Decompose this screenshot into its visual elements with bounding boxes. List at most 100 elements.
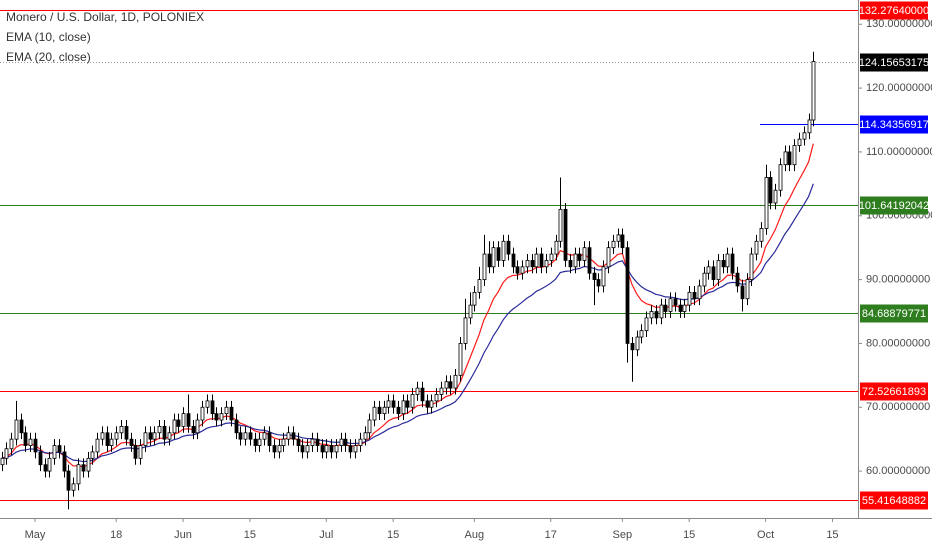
candle-body [339, 438, 344, 446]
candle-body [530, 260, 535, 268]
candle-body [764, 177, 769, 229]
candle-body [721, 260, 726, 268]
candle-body [682, 304, 687, 312]
level-label-box [860, 382, 928, 401]
candle-body [501, 240, 506, 261]
candle-body [778, 164, 783, 191]
candle-body [549, 253, 554, 261]
y-tick-label: 110.00000000 [866, 146, 932, 158]
candle-body [520, 266, 525, 274]
candle-body [687, 291, 692, 306]
candle-body [181, 413, 186, 427]
candle-body [639, 330, 644, 338]
candle-body [377, 406, 382, 415]
candle-body [9, 438, 14, 450]
candle-body [210, 400, 215, 415]
candle-body [391, 400, 396, 408]
x-tick-label: 15 [826, 529, 838, 541]
candle-body [706, 266, 711, 274]
candle-body [386, 400, 391, 408]
level-label-box [860, 1, 928, 20]
candle-body [797, 138, 802, 146]
candle-body [191, 426, 196, 434]
candle-body [453, 374, 458, 389]
candle-body [468, 304, 473, 319]
candle-body [114, 432, 119, 440]
level-label: 114.34356917 [859, 119, 929, 131]
candle-body [463, 317, 468, 344]
candle-body [558, 208, 563, 242]
candle-body [28, 438, 33, 446]
candle-body [420, 387, 425, 402]
candle-body [630, 343, 635, 351]
candle-body [448, 381, 453, 389]
candle-body [807, 119, 812, 134]
candle-body [152, 432, 157, 440]
candle-body [759, 228, 764, 242]
candle-body [81, 464, 86, 472]
candle-body [678, 304, 683, 312]
x-tick-label: 15 [683, 529, 695, 541]
candle-body [4, 448, 9, 459]
candle-body [33, 438, 38, 453]
candle-body [272, 445, 277, 453]
y-tick-label: 130.00000000 [866, 18, 932, 30]
x-tick-label: 18 [110, 529, 122, 541]
candle-body [740, 285, 745, 300]
y-tick-label: 120.00000000 [866, 82, 932, 94]
candle-body [363, 432, 368, 440]
candle-body [444, 381, 449, 389]
candle-body [253, 438, 258, 446]
level-label-box [860, 115, 928, 134]
candle-body [382, 406, 387, 415]
candle-body [659, 304, 664, 319]
candle-body [716, 260, 721, 280]
candle-body [43, 464, 48, 472]
candle-body [305, 445, 310, 453]
candle-body [76, 464, 81, 485]
candle-body [358, 438, 363, 446]
candle-body [19, 419, 24, 434]
x-tick-label: 15 [387, 529, 399, 541]
candle-body [496, 247, 501, 261]
candle-body [353, 445, 358, 453]
candle-body [224, 406, 229, 415]
candle-body [257, 438, 262, 446]
x-tick-label: Aug [465, 529, 485, 541]
candle-body [749, 253, 754, 280]
candle-body [405, 400, 410, 408]
candle-body [635, 336, 640, 351]
candle-body [157, 426, 162, 434]
x-tick-label: 17 [545, 529, 557, 541]
x-tick-label: Oct [757, 529, 774, 541]
candle-body [47, 457, 52, 472]
candle-body [577, 253, 582, 261]
candle-body [725, 253, 730, 268]
candle-body [195, 419, 200, 434]
candle-body [66, 470, 71, 491]
candle-body [745, 279, 750, 300]
candle-body [601, 266, 606, 287]
candle-body [582, 247, 587, 261]
candle-body [415, 387, 420, 395]
candle-body [238, 432, 243, 440]
y-tick-label: 60.00000000 [866, 465, 930, 477]
x-tick-label: May [25, 529, 46, 541]
candle-body [219, 413, 224, 421]
chart-title: Monero / U.S. Dollar, 1D, POLONIEX [6, 10, 204, 24]
candle-body [802, 132, 807, 140]
candle-body [477, 279, 482, 293]
candle-body [544, 260, 549, 268]
candle-body [783, 151, 788, 166]
candle-body [525, 260, 530, 268]
candle-body [100, 432, 105, 440]
candle-body [324, 445, 329, 453]
last-price-label: 124.15653175 [859, 57, 929, 69]
candle-body [329, 445, 334, 453]
candle-body [587, 247, 592, 274]
candle-body [334, 445, 339, 453]
candle-body [649, 311, 654, 319]
candle-body [38, 451, 43, 466]
candle-body [109, 438, 114, 446]
